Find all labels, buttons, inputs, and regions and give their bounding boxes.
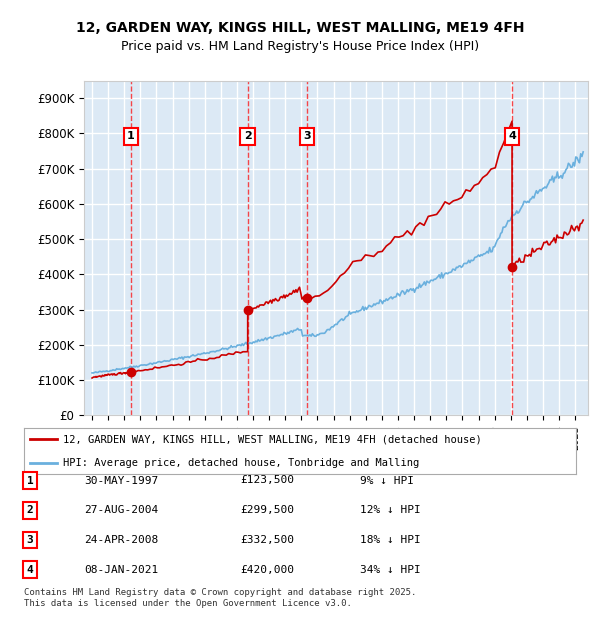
- Text: 12, GARDEN WAY, KINGS HILL, WEST MALLING, ME19 4FH (detached house): 12, GARDEN WAY, KINGS HILL, WEST MALLING…: [62, 435, 481, 445]
- Text: 34% ↓ HPI: 34% ↓ HPI: [360, 565, 421, 575]
- Text: 3: 3: [303, 131, 311, 141]
- Text: 12, GARDEN WAY, KINGS HILL, WEST MALLING, ME19 4FH: 12, GARDEN WAY, KINGS HILL, WEST MALLING…: [76, 21, 524, 35]
- Text: 12% ↓ HPI: 12% ↓ HPI: [360, 505, 421, 515]
- Text: £332,500: £332,500: [240, 535, 294, 545]
- Text: 4: 4: [26, 565, 34, 575]
- Text: 4: 4: [508, 131, 516, 141]
- Text: 30-MAY-1997: 30-MAY-1997: [84, 476, 158, 485]
- Text: 9% ↓ HPI: 9% ↓ HPI: [360, 476, 414, 485]
- Text: HPI: Average price, detached house, Tonbridge and Malling: HPI: Average price, detached house, Tonb…: [62, 458, 419, 467]
- Text: Contains HM Land Registry data © Crown copyright and database right 2025.
This d: Contains HM Land Registry data © Crown c…: [24, 588, 416, 608]
- Text: Price paid vs. HM Land Registry's House Price Index (HPI): Price paid vs. HM Land Registry's House …: [121, 40, 479, 53]
- Text: 08-JAN-2021: 08-JAN-2021: [84, 565, 158, 575]
- Text: 3: 3: [26, 535, 34, 545]
- Text: 27-AUG-2004: 27-AUG-2004: [84, 505, 158, 515]
- Text: 1: 1: [127, 131, 135, 141]
- Text: £299,500: £299,500: [240, 505, 294, 515]
- Text: 24-APR-2008: 24-APR-2008: [84, 535, 158, 545]
- Text: £123,500: £123,500: [240, 476, 294, 485]
- Text: 1: 1: [26, 476, 34, 485]
- Text: 2: 2: [244, 131, 251, 141]
- Text: 18% ↓ HPI: 18% ↓ HPI: [360, 535, 421, 545]
- Text: £420,000: £420,000: [240, 565, 294, 575]
- Text: 2: 2: [26, 505, 34, 515]
